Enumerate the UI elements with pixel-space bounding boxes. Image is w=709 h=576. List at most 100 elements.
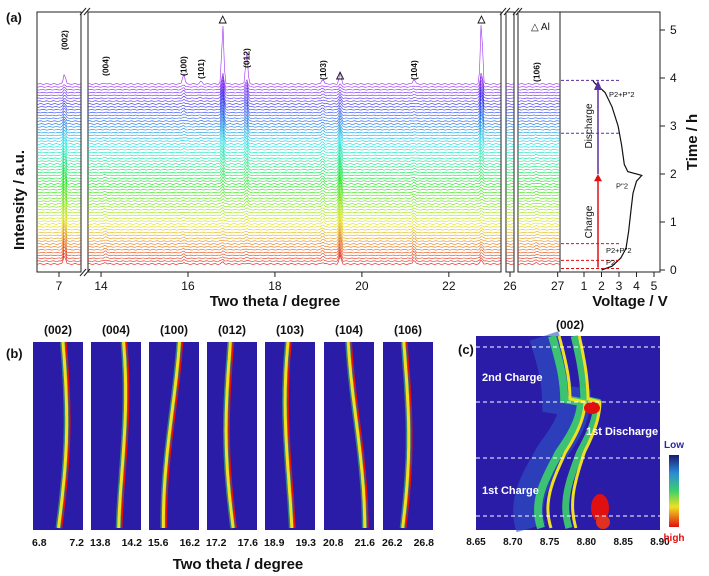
charge-label: Charge xyxy=(584,205,595,238)
map-c-band xyxy=(562,335,601,529)
xrd-trace-segment xyxy=(87,122,501,134)
voltage-tick-label: 1 xyxy=(581,279,588,293)
map-min-label: 26.2 xyxy=(382,537,403,549)
charge-arrowhead xyxy=(594,174,602,182)
xrd-trace-segment xyxy=(517,131,561,134)
phase-label: P2+P''2 xyxy=(606,246,632,255)
xrd-trace-segment xyxy=(517,230,561,234)
xrd-trace-segment xyxy=(36,116,81,122)
xrd-trace-segment xyxy=(506,197,514,199)
x-tick-label: 14 xyxy=(94,279,108,293)
xrd-trace-segment xyxy=(36,166,81,177)
xrd-trace-segment xyxy=(36,132,81,140)
xrd-trace-segment xyxy=(87,141,501,151)
xrd-trace-segment xyxy=(517,242,561,245)
xrd-trace-segment xyxy=(517,190,561,194)
peak-label: (103) xyxy=(318,60,328,80)
xrd-trace-segment xyxy=(517,137,561,140)
voltage-tick-label: 3 xyxy=(616,279,623,293)
voltage-tick-label: 2 xyxy=(598,279,605,293)
xrd-trace-segment xyxy=(505,111,514,114)
time-tick-label: 4 xyxy=(670,71,677,85)
xrd-trace-segment xyxy=(517,185,561,188)
xrd-trace-segment xyxy=(36,199,81,211)
peak-label: (012) xyxy=(242,48,252,68)
xrd-trace-segment xyxy=(517,222,561,225)
xrd-trace-segment xyxy=(517,148,561,151)
map-c-region-label: 1st Charge xyxy=(482,485,539,497)
xrd-trace-segment xyxy=(517,134,561,137)
xrd-trace-segment xyxy=(505,191,514,194)
xrd-trace-segment xyxy=(36,210,81,222)
xrd-trace-segment xyxy=(517,254,561,257)
xrd-trace-segment xyxy=(517,247,561,251)
xrd-trace-segment xyxy=(505,169,514,171)
map-band xyxy=(117,341,128,529)
voltage-profile: 1 2 3 4 5012345ChargeDischargeP2P2+P''2P''2P… xyxy=(561,23,677,293)
colorbar-low: Low xyxy=(664,440,684,451)
xrd-trace-segment xyxy=(36,86,81,91)
xrd-trace-segment xyxy=(517,179,561,182)
x-tick-label: 7 xyxy=(56,279,63,293)
xrd-trace-segment xyxy=(87,205,501,217)
xrd-trace-segment xyxy=(36,104,81,111)
map-max-label: 21.6 xyxy=(355,537,376,549)
xrd-trace-segment xyxy=(88,208,501,220)
map-title: (004) xyxy=(102,323,130,337)
xrd-trace-segment xyxy=(87,188,501,200)
xrd-trace-segment xyxy=(36,231,81,242)
xrd-trace-segment xyxy=(36,214,81,225)
xrd-trace-segment xyxy=(36,222,81,234)
panel-c-title: (002) xyxy=(556,318,584,332)
xrd-trace-segment xyxy=(87,248,501,260)
map-c-tick-label: 8.75 xyxy=(540,537,560,548)
xrd-trace-segment xyxy=(505,129,514,131)
xrd-trace-segment xyxy=(517,100,561,102)
xrd-trace-segment xyxy=(517,171,561,174)
map-max-label: 7.2 xyxy=(69,537,84,549)
peak-label: (106) xyxy=(532,62,542,82)
map-c-hotspot xyxy=(591,494,609,522)
xrd-trace-segment xyxy=(505,100,514,102)
xrd-trace-segment xyxy=(505,146,514,148)
xrd-trace-segment xyxy=(505,229,514,231)
xrd-trace-segment xyxy=(517,128,561,131)
colorbar-high: high xyxy=(663,533,684,544)
xrd-trace-segment xyxy=(505,108,514,111)
xrd-trace-segment xyxy=(517,188,560,191)
map-c-band xyxy=(571,335,602,529)
xrd-trace-segment xyxy=(36,224,81,237)
map-c-hotspot xyxy=(596,515,610,529)
map-band xyxy=(224,341,235,529)
xrd-trace-segment xyxy=(36,123,81,131)
map-min-label: 13.8 xyxy=(90,537,111,549)
xrd-trace-segment xyxy=(506,189,514,191)
voltage-curve xyxy=(592,80,643,271)
xrd-trace-segment xyxy=(87,239,501,251)
panel-b-xlabel: Two theta / degree xyxy=(173,556,304,573)
xrd-trace-segment xyxy=(505,180,514,182)
xrd-trace-segment xyxy=(87,246,501,257)
xrd-trace-segment xyxy=(505,97,514,99)
xrd-trace-segment xyxy=(36,187,81,200)
xrd-trace-segment xyxy=(517,82,561,85)
xrd-trace-segment xyxy=(505,157,514,160)
xrd-trace-segment xyxy=(87,101,501,114)
xrd-trace-segment xyxy=(505,246,514,248)
xrd-trace-segment xyxy=(36,164,81,174)
xrd-trace-segment xyxy=(87,254,501,265)
xrd-trace-segment xyxy=(505,148,514,151)
xrd-trace-segment xyxy=(505,174,514,177)
xrd-trace-segment xyxy=(505,186,514,188)
xrd-trace-segment xyxy=(517,205,561,208)
xrd-trace-segment xyxy=(36,252,81,262)
peak-label: (100) xyxy=(179,56,189,76)
xrd-trace-segment xyxy=(517,162,561,165)
xrd-trace-segment xyxy=(87,97,501,111)
xrd-trace-segment xyxy=(87,119,501,131)
map-min-label: 17.2 xyxy=(206,537,227,549)
xrd-trace-segment xyxy=(36,234,81,245)
map-c-tick-label: 8.70 xyxy=(503,537,523,548)
contour-maps: (002) 6.8 7.2 (004) 13.8 14.2 (100) 15.6 16.2 (01… xyxy=(32,323,434,549)
xrd-trace-segment xyxy=(87,216,501,228)
